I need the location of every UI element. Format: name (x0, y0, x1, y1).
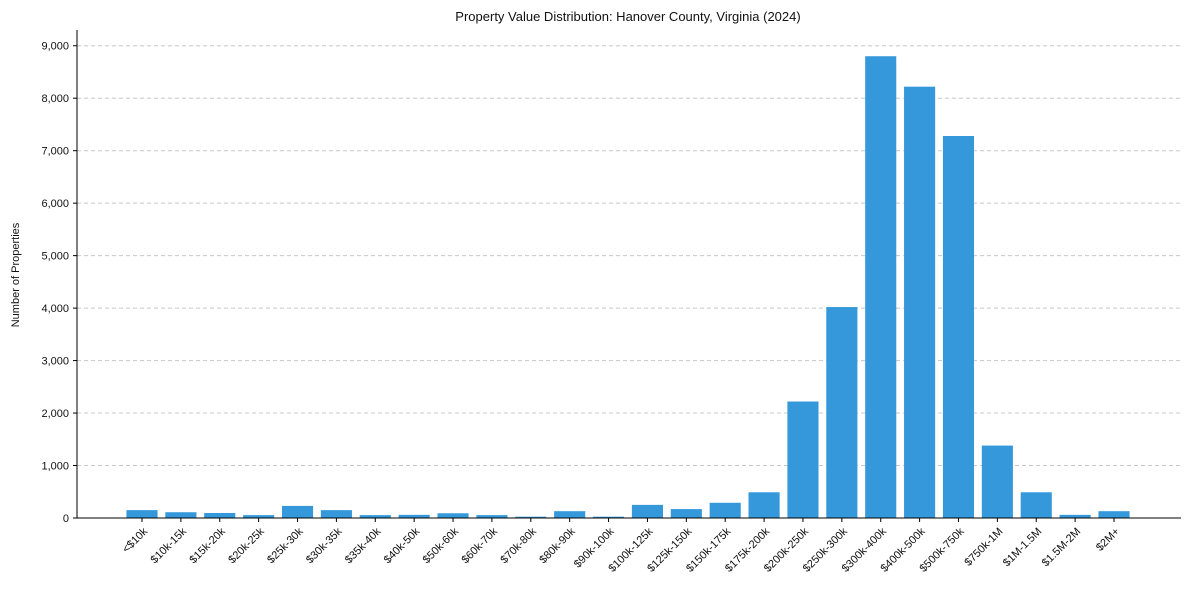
bar (942, 135, 975, 518)
y-tick-label: 6,000 (41, 198, 69, 210)
bar (631, 504, 663, 518)
chart-title: Property Value Distribution: Hanover Cou… (455, 9, 800, 24)
bar (320, 510, 352, 518)
y-tick-label: 9,000 (41, 41, 69, 53)
bar (281, 505, 314, 518)
x-tick-label: $1M-1.5M (1001, 526, 1045, 570)
y-tick-label: 0 (63, 513, 69, 525)
y-tick-label: 1,000 (41, 461, 69, 473)
bar (554, 511, 586, 518)
y-tick-label: 5,000 (41, 251, 69, 263)
bar (437, 513, 469, 518)
y-tick-label: 7,000 (41, 146, 69, 158)
x-tick-label: $25k-30k (265, 525, 306, 566)
x-tick-label: $20k-25k (226, 525, 267, 566)
bar (593, 516, 625, 518)
x-tick-label: $40k-50k (382, 525, 423, 566)
bar (709, 502, 741, 518)
bar (243, 515, 275, 518)
x-tick-label: $2M+ (1094, 526, 1122, 554)
x-tick-label: $1.5M-2M (1040, 526, 1084, 570)
y-tick-label: 4,000 (41, 303, 69, 315)
bar (865, 56, 897, 518)
bar (476, 515, 508, 518)
bar (981, 445, 1013, 518)
x-tick-label: $30k-35k (304, 525, 345, 566)
x-tick-label: $750k-1M (962, 526, 1005, 569)
bar (904, 86, 936, 519)
bar (787, 401, 819, 518)
bar (670, 509, 702, 518)
x-tick-label: $50k-60k (421, 525, 462, 566)
bar (515, 516, 547, 518)
x-tick-label: <$10k (120, 525, 150, 555)
x-tick-label: $70k-80k (498, 525, 539, 566)
y-tick-label: 2,000 (41, 408, 69, 420)
bar (359, 515, 391, 518)
bar (826, 307, 858, 518)
bar (398, 514, 430, 518)
bar (204, 513, 236, 518)
bar (748, 492, 780, 518)
bar (1020, 492, 1052, 518)
y-axis-label: Number of Properties (10, 222, 22, 327)
y-tick-label: 3,000 (41, 356, 69, 368)
x-tick-label: $80k-90k (537, 525, 578, 566)
bar (1059, 514, 1091, 518)
y-tick-label: 8,000 (41, 93, 69, 105)
x-tick-label: $60k-70k (460, 525, 501, 566)
bar (165, 512, 197, 518)
bar (1098, 511, 1130, 518)
bar (126, 510, 158, 518)
x-tick-label: $10k-15k (149, 525, 190, 566)
x-tick-label: $15k-20k (187, 525, 228, 566)
x-tick-label: $35k-40k (343, 525, 384, 566)
